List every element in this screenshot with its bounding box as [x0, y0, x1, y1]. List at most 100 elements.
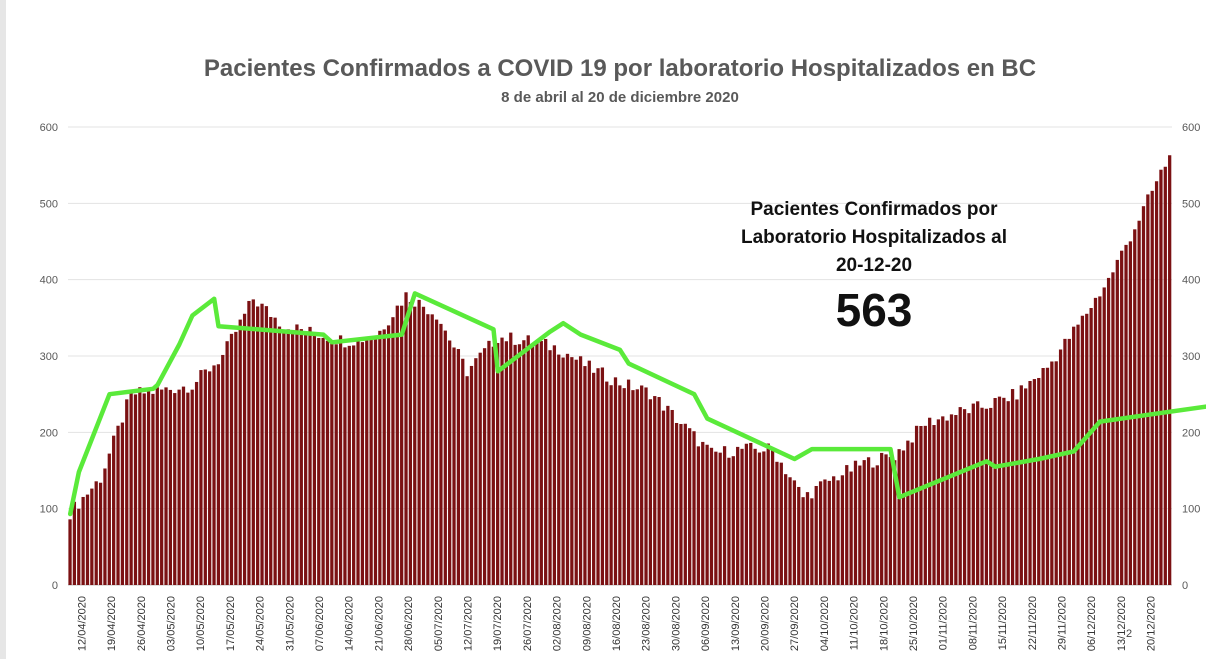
daily-bar	[1032, 379, 1037, 585]
daily-bar	[1106, 277, 1111, 585]
daily-bar	[317, 337, 321, 585]
daily-bar	[853, 460, 858, 585]
daily-bar	[522, 340, 526, 585]
daily-bar	[413, 306, 417, 585]
daily-bar	[1067, 338, 1071, 585]
daily-bar	[404, 292, 408, 585]
daily-bar	[1111, 272, 1115, 585]
daily-bar	[923, 425, 927, 585]
daily-bar	[338, 335, 343, 585]
daily-bar	[1115, 259, 1119, 585]
daily-bar	[893, 460, 897, 585]
daily-bar	[286, 329, 290, 585]
daily-bar	[862, 460, 866, 585]
daily-bar	[395, 305, 399, 585]
x-tick-label: 06/12/2020	[1086, 596, 1098, 651]
daily-bar	[434, 319, 439, 585]
x-tick-label: 26/04/2020	[136, 596, 148, 651]
daily-bar	[469, 365, 474, 585]
daily-bar	[661, 410, 666, 585]
daily-bar	[980, 407, 984, 585]
daily-bar	[487, 340, 491, 585]
daily-bar	[753, 448, 757, 585]
daily-bar	[827, 480, 831, 585]
daily-bar	[648, 399, 653, 585]
right-y-tick-label: 500	[1182, 198, 1200, 210]
x-tick-label: 12/04/2020	[76, 596, 88, 651]
daily-bar	[356, 337, 360, 585]
daily-bar	[775, 461, 779, 585]
daily-bar	[90, 488, 94, 585]
daily-bar	[1063, 338, 1067, 585]
daily-bar	[129, 389, 133, 585]
annotation-value: 563	[835, 284, 913, 336]
x-tick-label: 06/09/2020	[700, 596, 712, 651]
daily-bar	[269, 316, 273, 585]
daily-bar	[386, 325, 391, 585]
daily-bar	[155, 387, 159, 585]
daily-bar	[749, 442, 753, 585]
daily-bar	[845, 465, 849, 585]
daily-bar	[1076, 324, 1080, 585]
daily-bar	[631, 390, 635, 585]
y-tick-label: 100	[40, 504, 58, 516]
daily-bar	[478, 352, 482, 585]
daily-bar	[448, 340, 452, 585]
daily-bar	[766, 443, 770, 585]
daily-bar	[151, 393, 155, 585]
daily-bar	[1041, 368, 1045, 585]
daily-bar	[1133, 229, 1137, 586]
daily-bar	[526, 335, 530, 585]
daily-bar	[103, 468, 107, 585]
daily-bar	[456, 349, 461, 585]
daily-bar	[229, 333, 234, 585]
x-tick-label: 21/06/2020	[373, 596, 385, 651]
daily-bar	[679, 423, 683, 585]
x-tick-label: 27/09/2020	[789, 596, 801, 651]
daily-bar	[181, 386, 186, 585]
daily-bar	[910, 442, 914, 585]
daily-bar	[517, 344, 522, 585]
daily-bar	[880, 452, 884, 585]
daily-bar	[539, 341, 543, 585]
daily-bar	[583, 366, 587, 585]
daily-bar	[369, 339, 373, 585]
daily-bar	[242, 313, 247, 585]
daily-bar	[688, 428, 692, 585]
x-tick-label: 17/05/2020	[225, 596, 237, 651]
daily-bar	[168, 389, 173, 585]
x-tick-label: 23/08/2020	[641, 596, 653, 651]
daily-bar	[199, 370, 203, 585]
daily-bar	[997, 396, 1002, 585]
daily-bar	[173, 393, 177, 585]
daily-bar	[770, 448, 775, 585]
daily-bar	[1058, 349, 1063, 585]
daily-bar	[221, 354, 225, 585]
daily-bar	[304, 332, 308, 585]
daily-bar	[1098, 296, 1102, 585]
daily-bar	[736, 446, 740, 585]
daily-bar	[234, 331, 238, 585]
right-y-tick-label: 400	[1182, 275, 1200, 287]
daily-bar	[548, 350, 552, 585]
daily-bar	[107, 453, 111, 585]
daily-bar	[496, 343, 500, 585]
y-tick-label: 400	[40, 275, 58, 287]
daily-bar	[1050, 361, 1054, 585]
x-tick-label: 04/10/2020	[819, 596, 831, 651]
daily-bar	[657, 397, 661, 585]
daily-bar	[557, 354, 561, 585]
daily-bar	[1159, 169, 1163, 585]
left-edge-strip	[0, 0, 6, 659]
right-y-tick-label: 600	[1182, 122, 1200, 134]
daily-bar	[1019, 385, 1023, 585]
annotation-line-1: Pacientes Confirmados por	[750, 199, 998, 220]
daily-bar	[757, 452, 762, 585]
daily-bar	[1080, 315, 1085, 585]
daily-bar	[391, 317, 395, 585]
daily-bar	[792, 480, 797, 585]
daily-bar	[788, 477, 792, 585]
daily-bar	[705, 444, 709, 585]
daily-bar	[177, 389, 181, 585]
daily-bar	[618, 385, 622, 585]
